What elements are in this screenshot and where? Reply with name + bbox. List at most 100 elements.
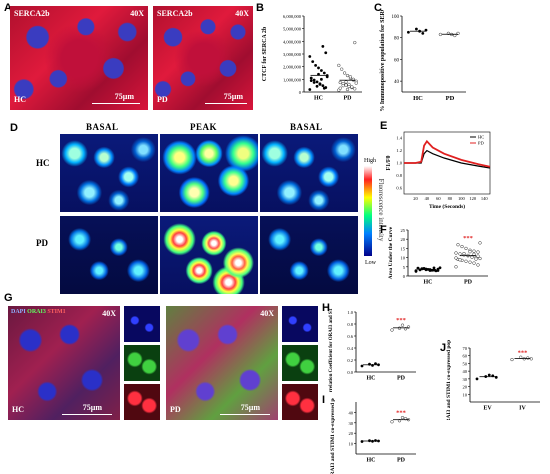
colorbar <box>364 166 372 256</box>
x-tick-label: HC <box>367 376 376 382</box>
y-tick-label: 30 <box>463 377 468 382</box>
x-tick-label: 120 <box>469 196 477 201</box>
y-tick-label: 6,000,000 <box>283 14 302 20</box>
y-tick-label: 70 <box>463 346 468 351</box>
chart-h: 0.0 0.2 0.4 0.6 0.8 1.0 HC PD *** Pearson Correla… <box>329 308 416 392</box>
micrograph-a-hc: SERCA2b 40X HC 75µm <box>10 6 148 110</box>
data-point <box>454 265 458 269</box>
data-point <box>318 83 322 86</box>
x-tick-label: 40 <box>425 196 430 201</box>
data-point <box>347 82 351 87</box>
y-tick-label: 25 <box>401 228 406 233</box>
data-point <box>478 241 482 245</box>
colorbar-high: High <box>364 158 376 164</box>
y-tick-label: 10 <box>463 392 468 397</box>
data-point <box>345 73 350 78</box>
ca-image-hc-basal-2 <box>260 134 358 212</box>
data-point <box>341 84 345 88</box>
data-point <box>478 256 482 261</box>
y-tick-label: 40 <box>349 410 354 415</box>
data-point <box>526 356 530 360</box>
data-point <box>454 256 458 260</box>
data-point <box>390 328 394 332</box>
x-axis-label: Time (Seconds) <box>429 203 465 210</box>
y-tick-label: 0.6 <box>396 185 402 190</box>
data-point <box>338 80 342 85</box>
data-point <box>340 67 344 71</box>
data-point <box>360 440 364 443</box>
panel-label-a: A <box>4 2 12 14</box>
colorbar-low: Low <box>365 260 376 266</box>
significance-marker: *** <box>463 235 473 242</box>
data-point <box>487 373 491 377</box>
panel-label-b: B <box>256 2 264 14</box>
panel-label-f: F <box>380 224 387 236</box>
col-title-basal-2: BASAL <box>290 122 323 132</box>
y-axis-label: ORAI3 and STIM1 co-expressed population <box>330 398 336 474</box>
scale-label: 75µm <box>82 403 102 412</box>
x-tick-label: HC <box>424 280 433 286</box>
data-point <box>315 80 319 84</box>
col-title-basal-1: BASAL <box>86 122 119 132</box>
data-point <box>438 266 442 270</box>
data-point <box>308 88 312 91</box>
data-point <box>337 63 341 68</box>
data-point <box>416 266 420 270</box>
data-point <box>322 71 326 75</box>
scale-bar <box>62 414 112 415</box>
y-tick-label: 60 <box>394 58 400 63</box>
stain-orai3: ORAI3 <box>27 309 46 315</box>
data-point <box>476 250 480 254</box>
data-point <box>458 252 462 256</box>
data-point <box>458 258 462 262</box>
data-point <box>324 51 328 55</box>
data-point <box>344 80 348 84</box>
x-tick-label: 100 <box>458 196 466 201</box>
group-label: PD <box>157 95 168 104</box>
panel-label-i: I <box>322 394 326 406</box>
y-tick-label: 0.6 <box>347 334 353 339</box>
data-point <box>320 69 323 72</box>
stain-label: SERCA2b <box>14 9 50 18</box>
scale-bar <box>220 414 270 415</box>
y-tick-label: 0.2 <box>347 358 353 363</box>
y-tick-label: 0.8 <box>396 173 402 178</box>
y-tick-label: 30 <box>349 421 354 426</box>
row-label-pd: PD <box>36 238 48 248</box>
y-tick-label: 0.8 <box>347 322 353 327</box>
y-tick-label: 4,000,000 <box>283 39 302 45</box>
x-tick-label: HC <box>367 458 376 464</box>
scale-bar <box>92 103 140 104</box>
data-point <box>438 32 443 37</box>
significance-marker: *** <box>518 349 528 356</box>
y-tick-label: 100 <box>392 15 400 20</box>
y-axis-label: CTCF for SERCA 2b <box>262 26 268 81</box>
group-label: HC <box>14 95 26 104</box>
stain-stim1: STIM1 <box>47 309 66 315</box>
data-point <box>494 375 498 379</box>
y-axis-label: % Immunopositive population for SERCA2b <box>380 10 386 112</box>
stain-dapi: DAPI <box>11 309 26 315</box>
x-tick-label: PD <box>446 95 455 102</box>
data-point <box>400 415 405 420</box>
legend-label: PD <box>478 141 485 146</box>
x-tick-label: PD <box>397 458 406 464</box>
y-tick-label: 20 <box>349 431 354 436</box>
y-tick-label: 0 <box>299 90 302 95</box>
data-point <box>432 266 436 270</box>
y-tick-label: 1.0 <box>396 161 402 166</box>
confocal-pd-merge: 40X PD 75µm <box>166 306 278 420</box>
row-label-hc: HC <box>36 158 50 168</box>
y-tick-label: 60 <box>463 354 468 359</box>
chart-c: 40 60 80 100 HC PD % Immunopositive population… <box>380 10 466 112</box>
chart-b: 0 1,000,000 2,000,000 3,000,000 4,000,000 5,0… <box>262 14 362 102</box>
data-point <box>353 87 357 91</box>
channel-dapi-pd <box>282 306 318 342</box>
data-point <box>374 362 377 365</box>
data-point <box>456 243 460 247</box>
data-point <box>462 251 466 256</box>
panel-label-h: H <box>322 302 330 314</box>
data-point <box>415 27 418 31</box>
x-tick-label: PD <box>397 376 406 382</box>
